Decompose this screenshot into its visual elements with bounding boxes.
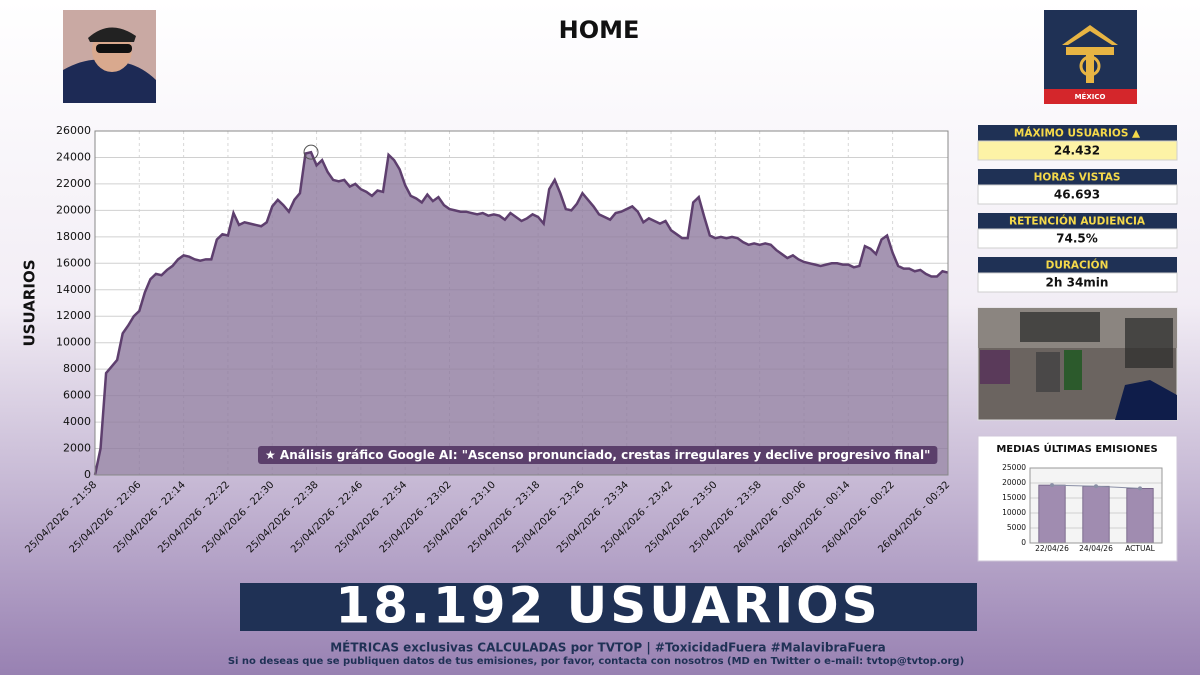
y-tick-label: 15000 [1002,493,1026,502]
stat-header [978,257,1177,273]
max-marker [303,144,319,160]
stat-header [978,169,1177,185]
footer-line: MÉTRICAS exclusivas CALCULADAS por TVTOP… [330,640,886,655]
bar [1082,485,1110,544]
y-tick-label: 20000 [56,203,91,216]
stat-value-box [977,272,1178,293]
y-tick-label: 24000 [56,150,91,163]
plot-frame [94,130,949,476]
y-tick-label: 12000 [56,309,91,322]
bar [1126,488,1154,544]
trend-point [1138,486,1142,491]
trend-point [1050,483,1054,488]
banner-text: 18.192 USUARIOS [335,577,880,635]
stat-header [978,213,1177,229]
y-tick-label: 10000 [56,336,91,349]
stat-value-box [977,184,1178,205]
stat-label: RETENCIÓN AUDIENCIA [1009,215,1146,228]
stat-value: 2h 34min [1046,276,1109,290]
footer-note: Si no deseas que se publiquen datos de t… [228,656,964,667]
y-tick-label: 18000 [56,230,91,243]
y-tick-label: 0 [1021,538,1026,547]
panel-title: MEDIAS ÚLTIMAS EMISIONES [996,442,1157,455]
plot-frame [1029,467,1163,544]
stat-value: 24.432 [1054,144,1100,158]
banner-background [240,583,977,631]
page-title: HOME [559,16,640,44]
y-tick-label: 5000 [1007,523,1026,532]
stat-header [978,125,1177,141]
logo: MÉXICO [1044,10,1137,104]
y-tick-label: 26000 [56,124,91,137]
stream-thumbnail [977,307,1178,421]
logo-country: MÉXICO [1075,92,1106,101]
y-tick-label: 2000 [63,442,91,455]
y-axis-title: USUARIOS [21,260,39,347]
x-tick-label: 22/04/26 [1035,544,1069,553]
stat-label: DURACIÓN [1046,259,1109,272]
line [93,150,949,476]
y-tick-label: 16000 [56,256,91,269]
stat-label: MÁXIMO USUARIOS ▲ [1014,127,1141,140]
annotation: ★ Análisis gráfico Google AI: "Ascenso p… [265,448,930,462]
trend-point [1094,484,1098,489]
y-tick-label: 22000 [56,177,91,190]
y-tick-label: 8000 [63,362,91,375]
avatar [63,10,156,103]
bar [1038,484,1066,544]
stat-value-box [977,228,1178,249]
y-tick-label: 14000 [56,283,91,296]
y-tick-label: 25000 [1002,463,1026,472]
y-tick-label: 20000 [1002,478,1026,487]
y-tick-label: 10000 [1002,508,1026,517]
area-fill [95,152,948,476]
stat-value: 46.693 [1054,188,1100,202]
annotation-background [258,446,938,464]
stat-label: HORAS VISTAS [1034,172,1121,184]
x-tick-label: ACTUAL [1125,544,1155,553]
y-tick-label: 6000 [63,389,91,402]
x-tick-label: 24/04/26 [1079,544,1113,553]
y-tick-label: 0 [84,468,91,481]
y-tick-label: 4000 [63,415,91,428]
stat-value: 74.5% [1056,232,1098,246]
stat-value-box [977,140,1178,161]
